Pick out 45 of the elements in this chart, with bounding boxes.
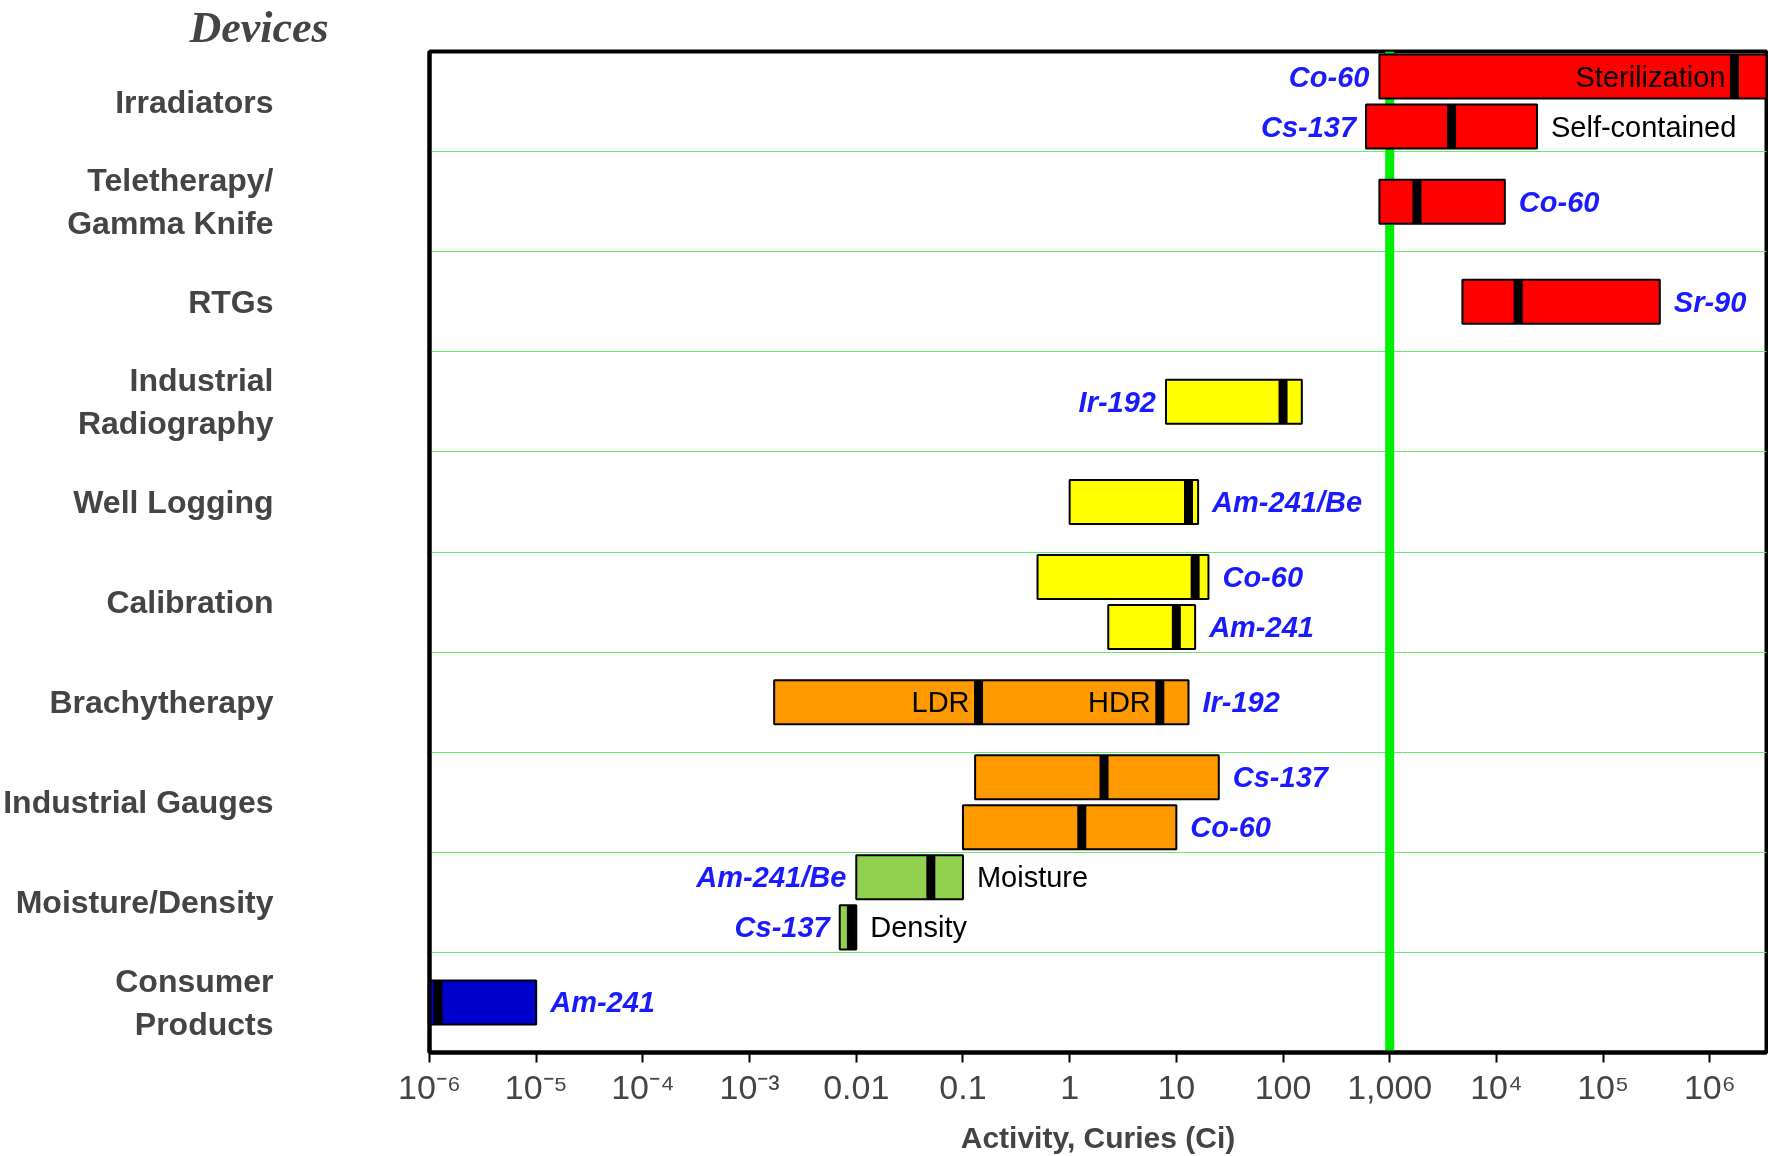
- annotation: LDR: [911, 686, 970, 719]
- chart-title: Devices: [188, 2, 329, 52]
- x-tick-label: 10⁶: [1683, 1067, 1736, 1106]
- annotation: Self-contained: [1550, 110, 1737, 143]
- y-tick-label: Irradiators: [115, 83, 274, 120]
- annotation: Co-60: [1190, 811, 1271, 844]
- annotation: Ir-192: [1202, 686, 1280, 719]
- annotation: Co-60: [1222, 561, 1304, 594]
- annotation: Cs-137: [734, 911, 832, 944]
- x-tick-label: 10⁻⁶: [398, 1067, 461, 1106]
- x-tick-label: 10⁵: [1577, 1067, 1630, 1106]
- annotation: Co-60: [1518, 185, 1600, 218]
- x-tick-label: 10: [1157, 1067, 1196, 1106]
- y-tick-label: Teletherapy/ Gamma Knife: [67, 162, 274, 242]
- annotation: Am-241: [549, 986, 655, 1019]
- x-tick-label: 1: [1060, 1067, 1080, 1106]
- x-tick-label: 1,000: [1347, 1067, 1433, 1106]
- x-tick-label: 10⁻³: [719, 1067, 780, 1106]
- y-tick-label: Brachytherapy: [49, 684, 274, 721]
- y-tick-label: Moisture/Density: [15, 884, 274, 921]
- x-tick-label: 10⁻⁵: [504, 1067, 568, 1106]
- annotation: Ir-192: [1078, 385, 1157, 418]
- annotation: Co-60: [1288, 60, 1370, 93]
- annotation: Am-241: [1208, 611, 1314, 644]
- y-tick-label: Industrial Radiography: [77, 362, 274, 442]
- x-tick-label: 10⁻⁴: [611, 1067, 675, 1106]
- annotation: Am-241/Be: [1211, 485, 1363, 518]
- x-tick-label: 0.01: [823, 1067, 890, 1106]
- annotation: Sr-90: [1673, 285, 1747, 318]
- x-tick-label: 10⁴: [1470, 1067, 1523, 1106]
- annotation: Density: [870, 911, 968, 944]
- annotation: Am-241/Be: [695, 861, 847, 894]
- y-tick-label: Calibration: [106, 584, 274, 621]
- y-tick-label: Consumer Products: [115, 962, 274, 1043]
- x-axis-title: Activity, Curies (Ci): [960, 1120, 1236, 1154]
- annotation: HDR: [1087, 686, 1151, 719]
- x-tick-label: 100: [1254, 1067, 1312, 1106]
- y-tick-label: RTGs: [188, 283, 274, 320]
- x-tick-label: 0.1: [939, 1067, 987, 1106]
- annotation: Moisture: [976, 861, 1089, 894]
- annotation: Cs-137: [1260, 110, 1358, 143]
- y-tick-label: Industrial Gauges: [3, 784, 274, 821]
- annotation: Sterilization: [1575, 60, 1726, 93]
- y-tick-label: Well Logging: [73, 483, 274, 520]
- annotation: Cs-137: [1232, 761, 1330, 794]
